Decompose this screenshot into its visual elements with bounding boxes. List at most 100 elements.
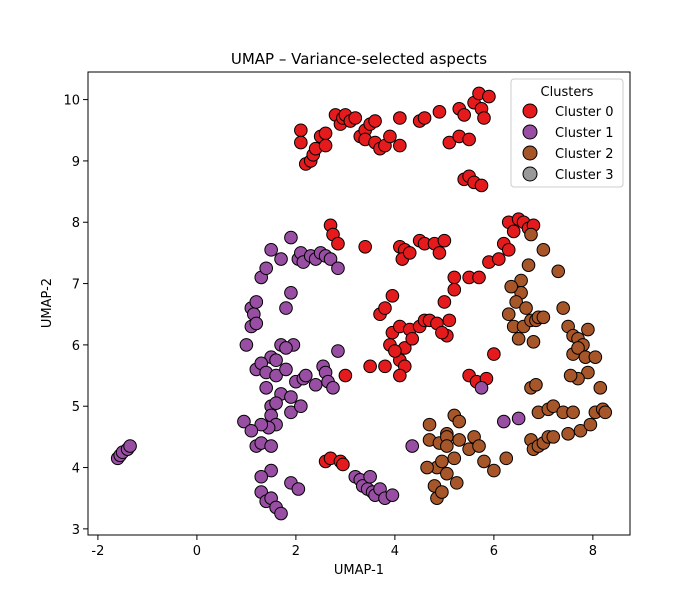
data-point: [358, 239, 372, 254]
data-point: [442, 313, 457, 328]
data-point: [511, 411, 526, 426]
data-point: [254, 469, 269, 484]
data-point: [573, 423, 588, 438]
data-point: [363, 359, 377, 374]
x-tick-label: 0: [193, 544, 201, 559]
data-point: [551, 264, 566, 279]
data-point: [521, 258, 536, 272]
legend-marker: [522, 145, 538, 161]
data-point: [274, 506, 288, 521]
data-point: [524, 227, 538, 242]
data-point: [264, 463, 278, 478]
data-point: [237, 414, 251, 429]
data-point: [556, 301, 570, 315]
data-point: [437, 233, 452, 248]
data-point: [511, 331, 526, 346]
data-point: [442, 135, 457, 150]
y-tick-label: 7: [72, 278, 80, 293]
data-point: [298, 368, 313, 383]
legend-label: Cluster 3: [555, 168, 614, 183]
series-cluster-2: [420, 227, 613, 506]
data-point: [123, 439, 137, 453]
data-point: [323, 252, 338, 266]
legend-box: [510, 78, 624, 188]
data-point: [472, 270, 486, 285]
data-point: [331, 236, 345, 251]
data-point: [393, 111, 407, 125]
data-point: [318, 138, 333, 153]
data-point: [388, 344, 402, 358]
data-point: [331, 344, 345, 358]
points-layer: [110, 86, 613, 521]
data-point: [269, 396, 283, 410]
data-point: [363, 469, 377, 484]
data-point: [432, 246, 447, 260]
data-point: [259, 381, 273, 395]
legend-item: Cluster 3: [522, 166, 614, 183]
data-point: [378, 301, 392, 315]
y-tick-label: 8: [72, 216, 80, 231]
legend-marker: [522, 124, 538, 140]
data-point: [581, 365, 595, 380]
legend-item: Cluster 1: [522, 124, 614, 141]
data-point: [291, 482, 306, 496]
data-point: [487, 347, 501, 361]
y-tick-label: 3: [72, 523, 80, 538]
data-point: [526, 335, 541, 349]
data-point: [462, 132, 476, 147]
data-point: [546, 399, 561, 414]
data-point: [536, 243, 551, 257]
data-point: [385, 488, 400, 502]
data-point: [420, 460, 434, 475]
data-point: [447, 270, 462, 285]
legend-item: Cluster 0: [522, 103, 614, 120]
data-point: [435, 485, 449, 499]
data-point: [501, 307, 516, 322]
data-point: [571, 341, 585, 355]
data-point: [279, 301, 293, 315]
x-tick-label: 8: [589, 544, 597, 559]
data-point: [435, 454, 449, 469]
legend-marker: [522, 103, 538, 119]
x-tick-label: 6: [490, 544, 498, 559]
data-point: [536, 310, 551, 325]
data-point: [422, 417, 437, 432]
data-point: [294, 135, 308, 150]
y-tick-label: 5: [72, 400, 80, 415]
data-point: [402, 246, 417, 260]
data-point: [432, 105, 447, 119]
data-point: [239, 338, 254, 352]
data-point: [593, 381, 608, 395]
data-point: [581, 322, 595, 337]
chart-title: UMAP – Variance-selected aspects: [231, 50, 487, 68]
y-tick-label: 9: [72, 155, 80, 170]
data-point: [509, 295, 523, 309]
data-point: [393, 368, 407, 383]
y-axis-label: UMAP-2: [40, 278, 55, 328]
data-point: [269, 353, 283, 368]
x-tick-label: 4: [391, 544, 399, 559]
y-tick-label: 4: [72, 462, 80, 477]
data-point: [417, 111, 432, 125]
data-point: [259, 261, 273, 276]
data-point: [492, 252, 506, 266]
data-point: [452, 433, 467, 447]
data-point: [482, 89, 496, 104]
data-point: [504, 279, 519, 294]
legend-item: Cluster 2: [522, 145, 614, 162]
data-point: [477, 111, 491, 125]
data-point: [405, 331, 420, 346]
data-point: [449, 476, 464, 490]
data-point: [368, 114, 382, 128]
data-point: [279, 362, 293, 377]
legend-marker: [522, 166, 538, 182]
data-point: [274, 252, 288, 266]
legend-title: Clusters: [541, 85, 594, 100]
legend: Clusters Cluster 0 Cluster 1 Cluster 2 Clus…: [510, 78, 624, 188]
data-point: [487, 463, 501, 478]
data-point: [338, 368, 353, 383]
x-axis-label: UMAP-1: [334, 563, 384, 578]
data-point: [318, 126, 333, 141]
legend-label: Cluster 1: [555, 126, 614, 141]
